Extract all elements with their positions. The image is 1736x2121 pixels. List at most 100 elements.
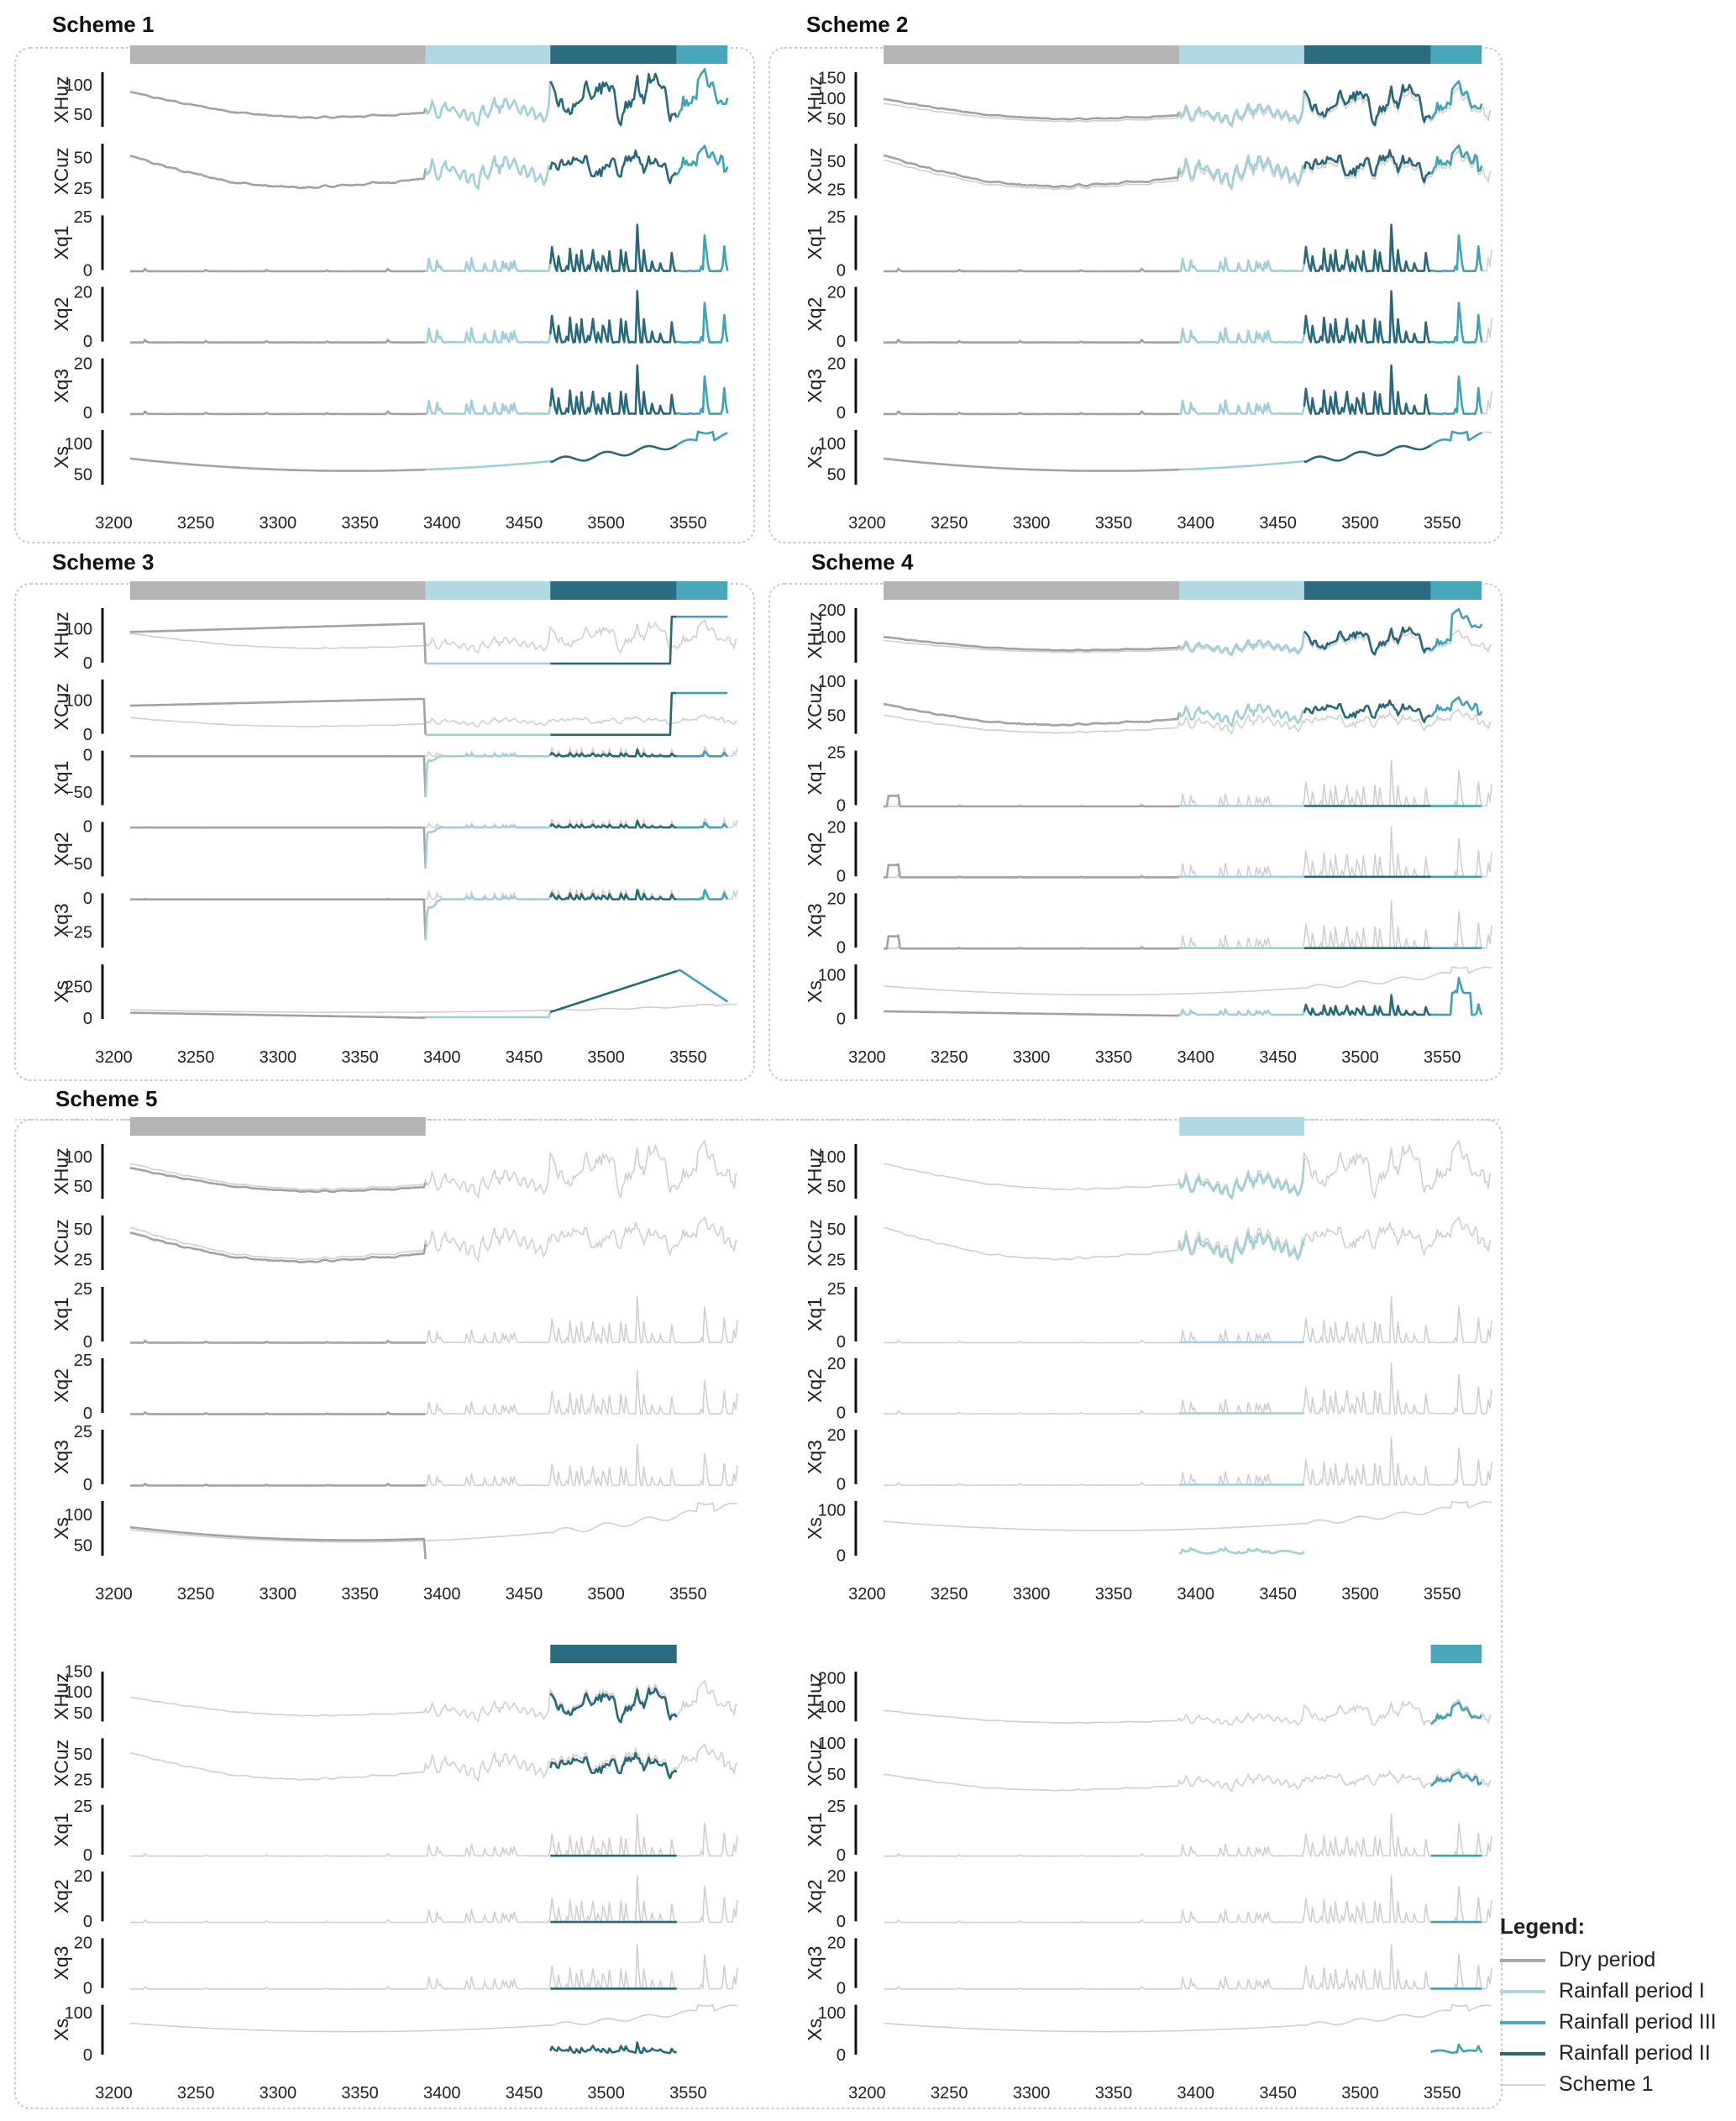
y-tick-label: 20 — [827, 283, 846, 302]
x-tick-label: 3250 — [931, 514, 968, 533]
series-line-rainfall-period-ii — [1303, 444, 1432, 464]
period-bar-rainfall-period-iii — [1430, 45, 1482, 64]
reference-series-line — [129, 1813, 738, 1859]
y-tick-label: 0 — [837, 1011, 846, 1029]
scheme-1-frame — [14, 47, 755, 543]
y-tick-label: 25 — [74, 1798, 92, 1816]
y-tick-label: 100 — [818, 1735, 846, 1753]
y-axis-label: Xq2 — [50, 1879, 72, 1914]
x-tick-label: 3250 — [177, 514, 215, 533]
series-line-rainfall-period-ii — [549, 819, 677, 829]
y-tick-label: 25 — [827, 1798, 846, 1816]
reference-series-line — [129, 1003, 738, 1013]
y-axis-label: Xq2 — [50, 832, 72, 866]
series-line-dry-period — [130, 1483, 426, 1487]
legend: Legend: Dry period Rainfall period I Rai… — [1500, 1914, 1727, 2100]
series-line-rainfall-period-ii — [1303, 149, 1432, 183]
x-tick-label: 3200 — [95, 514, 133, 533]
series-line-rainfall-period-ii — [550, 615, 677, 665]
y-tick-label: 0 — [837, 1475, 846, 1494]
series-line-dry-period — [884, 863, 1180, 879]
scheme-1-title: Scheme 1 — [52, 12, 155, 37]
series-line-dry-period — [129, 1011, 427, 1019]
y-tick-label: 0 — [837, 1547, 846, 1566]
y-axis-label: Xs — [804, 1517, 826, 1540]
x-tick-label: 3500 — [587, 1585, 625, 1604]
x-tick-label: 3500 — [587, 514, 625, 533]
series-line-rainfall-period-ii — [548, 364, 678, 416]
x-tick-label: 3400 — [1177, 1048, 1215, 1067]
y-tick-label: 0 — [83, 2046, 92, 2065]
y-tick-label: 100 — [818, 967, 846, 985]
y-axis-label: XHuz — [50, 1673, 72, 1720]
y-tick-label: −25 — [64, 923, 92, 942]
y-tick-label: 50 — [827, 466, 846, 485]
period-bar-dry-period — [130, 1117, 426, 1136]
y-tick-label: 0 — [83, 261, 92, 280]
series-line-dry-period — [884, 1010, 1180, 1017]
legend-label: Scheme 1 — [1559, 2072, 1654, 2096]
x-tick-label: 3300 — [260, 1048, 297, 1067]
legend-item-scheme1: Scheme 1 — [1500, 2069, 1727, 2100]
y-tick-label: 50 — [74, 1537, 92, 1556]
legend-swatch — [1500, 1989, 1545, 1993]
series-line-rainfall-period-iii — [676, 302, 729, 344]
y-tick-label: 0 — [83, 747, 92, 765]
legend-label: Rainfall period II — [1559, 2041, 1711, 2065]
y-axis-label: Xq1 — [50, 225, 72, 260]
y-tick-label: 0 — [837, 2046, 846, 2065]
y-tick-label: 100 — [818, 1502, 846, 1520]
series-line-rainfall-period-iii — [1430, 976, 1483, 1016]
series-line-rainfall-period-iii — [1429, 696, 1483, 718]
series-line-dry-period — [129, 155, 427, 190]
y-tick-label: 50 — [827, 1178, 846, 1196]
y-tick-label: 0 — [837, 1333, 846, 1352]
y-tick-label: 25 — [74, 1772, 92, 1790]
y-tick-label: 250 — [65, 978, 92, 996]
series-line-rainfall-period-i — [1177, 90, 1306, 127]
y-tick-label: 0 — [837, 1404, 846, 1422]
y-tick-label: 100 — [65, 1148, 92, 1167]
series-line-rainfall-period-iii — [1429, 144, 1483, 176]
y-axis-label: XCuz — [50, 1740, 72, 1787]
x-tick-label: 3500 — [587, 2084, 625, 2103]
scheme-2-title: Scheme 2 — [806, 12, 909, 37]
x-tick-label: 3550 — [669, 514, 707, 533]
y-tick-label: 100 — [818, 673, 846, 691]
y-tick-label: 0 — [837, 1846, 846, 1865]
reference-series-line — [883, 1767, 1492, 1793]
y-axis-label: Xs — [50, 980, 72, 1003]
series-line-rainfall-period-iii — [676, 821, 729, 829]
series-line-rainfall-period-ii — [1303, 364, 1431, 416]
reference-series-line — [883, 2003, 1492, 2033]
y-axis-label: XHuz — [804, 76, 826, 123]
x-tick-label: 3200 — [95, 2084, 133, 2103]
y-tick-label: 25 — [827, 1280, 846, 1299]
series-line-dry-period — [130, 91, 427, 119]
series-line-rainfall-period-iii — [676, 969, 729, 1003]
series-line-rainfall-period-i — [1177, 702, 1305, 727]
y-tick-label: 50 — [74, 466, 92, 485]
scheme-2-frame — [768, 47, 1503, 543]
y-tick-label: 0 — [837, 1979, 846, 1998]
series-line-rainfall-period-iii — [1430, 375, 1483, 416]
series-line-rainfall-period-i — [1179, 399, 1306, 416]
series-line-rainfall-period-ii — [1303, 994, 1431, 1016]
series-line-rainfall-period-iii — [1430, 302, 1483, 344]
y-axis-label: Xq2 — [50, 1368, 72, 1403]
series-line-dry-period — [130, 898, 427, 941]
x-tick-label: 3450 — [506, 1048, 543, 1067]
period-bar-rainfall-period-i — [1179, 1117, 1304, 1136]
period-bar-rainfall-period-i — [1179, 45, 1304, 64]
reference-series-line — [129, 2003, 738, 2033]
series-line-dry-period — [884, 794, 1180, 808]
series-line-rainfall-period-i — [1177, 1231, 1306, 1264]
series-line-dry-period — [130, 339, 426, 344]
y-axis-label: Xq1 — [804, 1297, 826, 1331]
x-tick-label: 3200 — [848, 2084, 886, 2103]
legend-label: Dry period — [1559, 1948, 1656, 1971]
x-tick-label: 3350 — [1095, 1048, 1133, 1067]
series-line-rainfall-period-i — [1179, 256, 1306, 273]
series-line-dry-period — [129, 1525, 427, 1560]
